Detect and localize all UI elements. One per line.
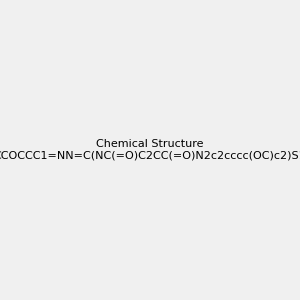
Text: Chemical Structure
CCOCCC1=NN=C(NC(=O)C2CC(=O)N2c2cccc(OC)c2)S1: Chemical Structure CCOCCC1=NN=C(NC(=O)C2…: [0, 139, 300, 161]
